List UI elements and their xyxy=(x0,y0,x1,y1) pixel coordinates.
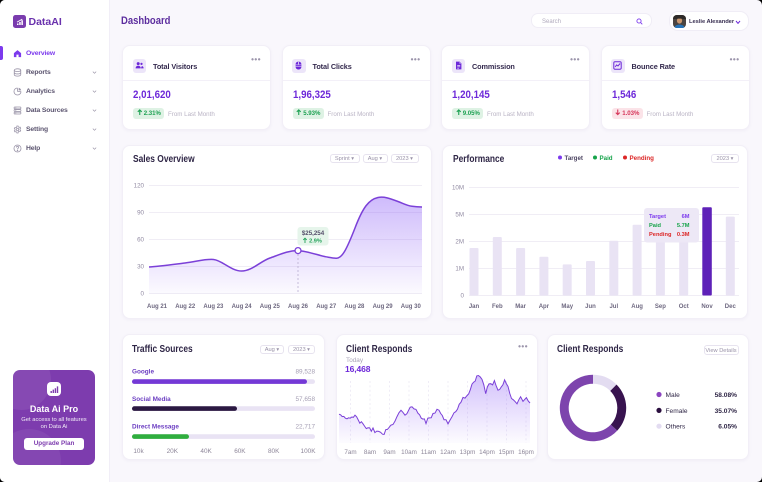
svg-text:13pm: 13pm xyxy=(460,449,476,456)
svg-text:Target: Target xyxy=(565,155,583,162)
svg-text:May: May xyxy=(561,304,573,310)
svg-text:57,658: 57,658 xyxy=(295,396,315,403)
svg-text:11am: 11am xyxy=(421,449,436,456)
svg-text:20K: 20K xyxy=(167,448,179,455)
svg-text:Aug 28: Aug 28 xyxy=(344,304,365,310)
svg-text:6.05%: 6.05% xyxy=(718,423,737,430)
svg-text:10am: 10am xyxy=(401,449,417,456)
svg-text:120: 120 xyxy=(134,183,145,190)
svg-text:Mar: Mar xyxy=(515,304,526,310)
svg-text:5.7M: 5.7M xyxy=(677,223,690,229)
svg-text:8am: 8am xyxy=(364,449,376,456)
svg-text:Dec: Dec xyxy=(725,304,737,310)
svg-text:80K: 80K xyxy=(268,448,280,455)
svg-text:Aug: Aug xyxy=(631,304,643,310)
svg-text:Aug 24: Aug 24 xyxy=(232,304,253,310)
svg-text:0: 0 xyxy=(141,291,145,298)
svg-text:5M: 5M xyxy=(455,212,464,219)
svg-text:12am: 12am xyxy=(440,449,456,456)
svg-text:35.07%: 35.07% xyxy=(714,407,737,414)
svg-text:Aug 25: Aug 25 xyxy=(260,304,281,310)
svg-text:Aug 26: Aug 26 xyxy=(288,304,309,310)
svg-text:Apr: Apr xyxy=(539,304,550,310)
svg-text:Aug 29: Aug 29 xyxy=(373,304,394,310)
svg-text:Aug 27: Aug 27 xyxy=(316,304,337,310)
svg-text:30: 30 xyxy=(137,264,144,271)
svg-text:60K: 60K xyxy=(234,448,246,455)
svg-text:Feb: Feb xyxy=(492,304,503,310)
svg-text:10k: 10k xyxy=(133,448,144,455)
svg-text:16pm: 16pm xyxy=(518,449,534,456)
svg-text:Nov: Nov xyxy=(701,304,713,310)
svg-text:Jan: Jan xyxy=(469,304,480,310)
svg-text:Aug 23: Aug 23 xyxy=(203,304,224,310)
svg-text:100K: 100K xyxy=(301,448,317,455)
svg-text:1M: 1M xyxy=(455,266,464,273)
svg-text:Paid: Paid xyxy=(600,155,613,162)
svg-text:Female: Female xyxy=(665,407,687,414)
svg-text:14pm: 14pm xyxy=(479,449,495,456)
svg-text:Aug 21: Aug 21 xyxy=(147,304,168,310)
svg-text:Social Media: Social Media xyxy=(132,396,171,403)
svg-text:89,528: 89,528 xyxy=(295,368,315,375)
svg-text:Sep: Sep xyxy=(655,304,666,310)
svg-text:90: 90 xyxy=(137,210,144,217)
svg-text:Pending: Pending xyxy=(630,155,655,162)
svg-text:15pm: 15pm xyxy=(499,449,515,456)
svg-text:Aug 30: Aug 30 xyxy=(401,304,422,310)
svg-text:58.08%: 58.08% xyxy=(714,392,737,399)
svg-text:Google: Google xyxy=(132,368,154,375)
svg-text:10M: 10M xyxy=(452,185,464,192)
svg-text:9am: 9am xyxy=(383,449,395,456)
svg-text:6M: 6M xyxy=(682,214,690,220)
svg-text:7am: 7am xyxy=(344,449,356,456)
svg-text:0: 0 xyxy=(461,293,465,300)
svg-text:Aug 22: Aug 22 xyxy=(175,304,196,310)
svg-text:2M: 2M xyxy=(455,239,464,246)
svg-text:Target: Target xyxy=(649,214,666,220)
svg-text:Others: Others xyxy=(665,423,685,430)
svg-text:0.3M: 0.3M xyxy=(677,232,690,238)
svg-text:Oct: Oct xyxy=(679,304,689,310)
svg-text:$25,254: $25,254 xyxy=(302,230,325,237)
svg-text:40K: 40K xyxy=(200,448,212,455)
svg-text:Direct Message: Direct Message xyxy=(132,423,179,430)
svg-text:Male: Male xyxy=(665,392,680,399)
svg-text:2.9%: 2.9% xyxy=(309,239,322,245)
svg-text:Pending: Pending xyxy=(649,232,672,238)
svg-text:Jun: Jun xyxy=(585,304,596,310)
svg-text:60: 60 xyxy=(137,237,144,244)
svg-text:Paid: Paid xyxy=(649,223,662,229)
svg-text:Jul: Jul xyxy=(609,304,618,310)
svg-text:22,717: 22,717 xyxy=(295,423,315,430)
